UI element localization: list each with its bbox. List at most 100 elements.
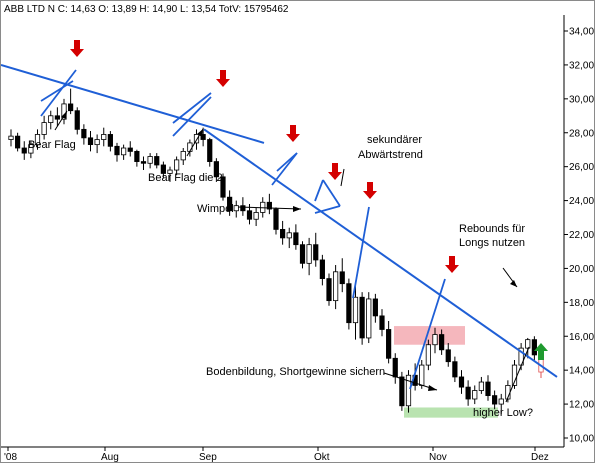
x-tick-label: Dez — [531, 452, 549, 462]
candle — [127, 141, 133, 157]
zones — [394, 326, 498, 418]
buy-arrow — [534, 343, 548, 360]
sell-arrow — [363, 182, 377, 199]
candle — [405, 370, 412, 413]
candle — [107, 131, 113, 152]
pattern-line — [314, 179, 324, 202]
y-tick-label: 34,00 — [569, 27, 594, 38]
candle — [266, 193, 272, 215]
candle — [180, 148, 186, 165]
candle — [299, 241, 306, 269]
support-zone — [404, 407, 498, 418]
y-axis-ticks: 10,00 12,00 14,00 16,00 18,00 20,00 22,00 24,00… — [564, 27, 594, 445]
x-tick-label: Sep — [199, 452, 217, 462]
annotation-bear-flag: Bear Flag — [28, 139, 76, 151]
y-tick-label: 14,00 — [569, 366, 594, 377]
candle — [359, 292, 365, 345]
candle — [140, 156, 147, 171]
candle — [273, 207, 279, 235]
sell-arrow — [445, 256, 459, 273]
x-tick-label: Nov — [429, 452, 447, 462]
candle — [505, 380, 511, 403]
candle — [439, 329, 445, 355]
annotation-sekundaerer: sekundärer — [367, 134, 422, 146]
candle — [379, 309, 385, 337]
candles — [8, 88, 544, 415]
candle — [485, 375, 491, 401]
candle — [160, 161, 166, 179]
candle — [531, 336, 537, 360]
candle — [392, 353, 398, 384]
pattern-line — [40, 69, 77, 117]
trendline-upper — [1, 63, 265, 144]
candle — [472, 385, 478, 405]
candle — [465, 380, 471, 406]
candle — [240, 197, 246, 216]
sell-arrow — [70, 40, 84, 57]
y-tick-label: 22,00 — [569, 230, 594, 241]
y-tick-label: 20,00 — [569, 264, 594, 275]
candle — [339, 258, 345, 293]
annotation-wimpel: Wimpel — [197, 203, 234, 215]
candle — [15, 132, 21, 152]
pattern-line — [172, 92, 212, 124]
candle — [293, 224, 299, 250]
candle — [207, 137, 213, 167]
candle — [425, 339, 431, 371]
candle — [366, 292, 372, 344]
candle — [458, 370, 465, 394]
annotation-longs: Longs nutzen — [459, 237, 525, 249]
y-tick-label: 32,00 — [569, 60, 594, 71]
candle — [134, 149, 140, 167]
candle — [174, 156, 180, 176]
candle — [333, 265, 339, 310]
pattern-line — [314, 205, 341, 214]
candle — [213, 158, 219, 182]
candle — [319, 254, 325, 286]
candle — [280, 220, 286, 245]
candle — [372, 293, 378, 323]
candle — [445, 343, 451, 367]
pattern-line — [40, 80, 74, 102]
annotation-arrowheads — [61, 111, 517, 391]
candle — [227, 190, 233, 216]
pattern-line — [352, 206, 370, 299]
sell-arrow — [286, 125, 300, 142]
x-tick-label: '08 — [4, 452, 17, 462]
signal-arrows — [70, 40, 548, 360]
y-tick-label: 10,00 — [569, 434, 594, 445]
candle — [452, 356, 458, 383]
candle — [61, 98, 67, 125]
y-tick-label: 24,00 — [569, 196, 594, 207]
candle — [233, 200, 239, 218]
candle — [48, 110, 54, 130]
pattern-line — [271, 152, 298, 186]
pattern-line — [409, 278, 446, 390]
candle — [525, 337, 531, 359]
candle — [306, 237, 312, 276]
candle — [34, 129, 41, 150]
candle — [326, 273, 332, 306]
candle — [352, 285, 359, 340]
sell-arrow — [328, 163, 342, 180]
candle — [492, 390, 498, 410]
candle — [386, 320, 392, 364]
candle — [114, 142, 120, 162]
trendline-main — [203, 128, 558, 378]
annotation-rebounds: Rebounds für — [459, 223, 525, 235]
x-axis-ticks: '08 Aug Sep Okt Nov Dez — [4, 447, 549, 462]
candle — [28, 141, 34, 159]
y-tick-label: 18,00 — [569, 298, 594, 309]
candle — [87, 131, 94, 152]
resistance-zone — [394, 326, 465, 345]
candle — [21, 141, 27, 160]
candle — [121, 144, 127, 160]
candle — [498, 393, 504, 415]
quote-header: ABB LTD N C: 14,63 O: 13,89 H: 14,90 L: … — [4, 4, 289, 15]
y-tick-label: 16,00 — [569, 332, 594, 343]
candle — [478, 376, 484, 394]
pattern-lines — [40, 69, 446, 390]
x-tick-label: Aug — [101, 452, 119, 462]
